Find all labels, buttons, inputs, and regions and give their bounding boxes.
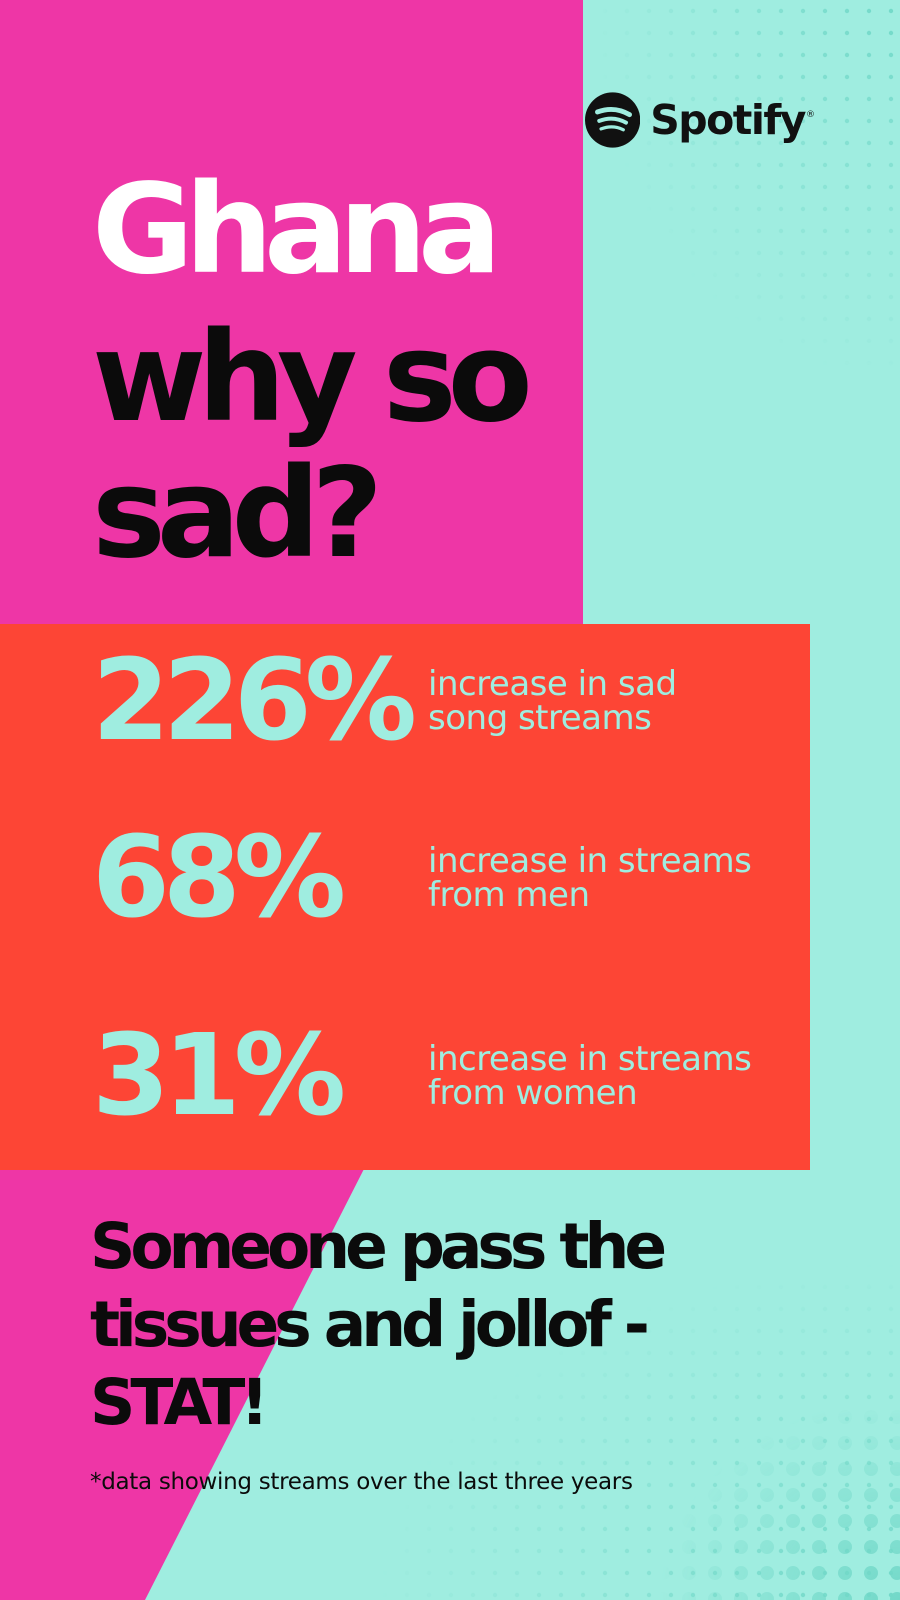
stat-label: increase in streams from men [428,841,752,915]
stats-panel [0,624,810,1170]
stat-value: 226% [92,636,417,766]
stat-row: 31% increase in streams from women [92,1020,802,1132]
spotify-logo: Spotify ® [585,88,815,152]
headline-question: why so sad? [92,306,533,586]
stat-row: 226% increase in sad song streams [92,645,802,757]
pink-top-panel [0,0,583,625]
tagline: Someone pass the tissues and jollof - ST… [90,1210,667,1439]
registered-mark: ® [806,110,815,120]
brand-name: Spotify [650,95,806,144]
spotify-logo-icon [585,92,641,148]
headline-country: Ghana [92,158,502,302]
stat-value: 68% [92,813,346,943]
stat-label: increase in sad song streams [428,664,677,738]
stat-label: increase in streams from women [428,1039,752,1113]
stat-row: 68% increase in streams from men [92,822,802,934]
footnote: *data showing streams over the last thre… [90,1469,633,1495]
stat-value: 31% [92,1011,346,1141]
